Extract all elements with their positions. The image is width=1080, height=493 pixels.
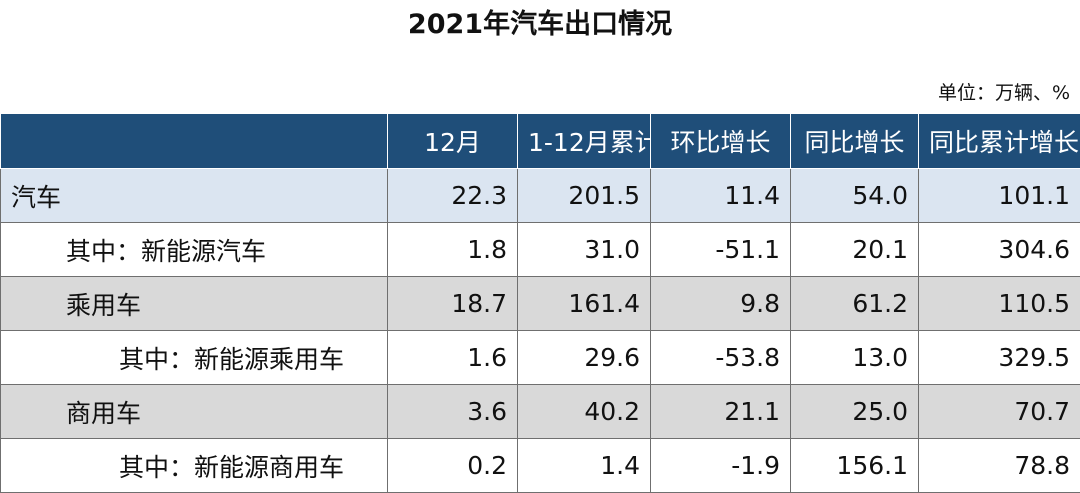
value-cell: 161.4	[518, 277, 651, 331]
column-header: 环比增长	[651, 114, 791, 169]
value-cell: 1.6	[388, 331, 518, 385]
value-cell: -1.9	[651, 439, 791, 493]
value-cell: 1.8	[388, 223, 518, 277]
row-label: 其中：新能源汽车	[1, 223, 388, 277]
value-cell: 101.1	[919, 169, 1080, 223]
column-header: 1-12月累计	[518, 114, 651, 169]
column-header: 12月	[388, 114, 518, 169]
value-cell: 11.4	[651, 169, 791, 223]
value-cell: 0.2	[388, 439, 518, 493]
value-cell: 304.6	[919, 223, 1080, 277]
value-cell: 21.1	[651, 385, 791, 439]
column-header: 同比增长	[791, 114, 919, 169]
value-cell: 3.6	[388, 385, 518, 439]
value-cell: -51.1	[651, 223, 791, 277]
value-cell: 31.0	[518, 223, 651, 277]
row-label: 其中：新能源商用车	[1, 439, 388, 493]
value-cell: 156.1	[791, 439, 919, 493]
value-cell: 1.4	[518, 439, 651, 493]
row-label: 其中：新能源乘用车	[1, 331, 388, 385]
value-cell: 18.7	[388, 277, 518, 331]
row-label: 汽车	[1, 169, 388, 223]
value-cell: 329.5	[919, 331, 1080, 385]
value-cell: 20.1	[791, 223, 919, 277]
value-cell: 22.3	[388, 169, 518, 223]
value-cell: 70.7	[919, 385, 1080, 439]
value-cell: -53.8	[651, 331, 791, 385]
title: 2021年汽车出口情况	[0, 2, 1080, 41]
value-cell: 78.8	[919, 439, 1080, 493]
value-cell: 201.5	[518, 169, 651, 223]
value-cell: 54.0	[791, 169, 919, 223]
column-header: 同比累计增长	[919, 114, 1080, 169]
corner-cell	[1, 114, 388, 169]
value-cell: 29.6	[518, 331, 651, 385]
unit-note: 单位：万辆、%	[938, 78, 1070, 105]
value-cell: 110.5	[919, 277, 1080, 331]
value-cell: 25.0	[791, 385, 919, 439]
row-label: 乘用车	[1, 277, 388, 331]
value-cell: 40.2	[518, 385, 651, 439]
row-label: 商用车	[1, 385, 388, 439]
value-cell: 13.0	[791, 331, 919, 385]
value-cell: 61.2	[791, 277, 919, 331]
value-cell: 9.8	[651, 277, 791, 331]
